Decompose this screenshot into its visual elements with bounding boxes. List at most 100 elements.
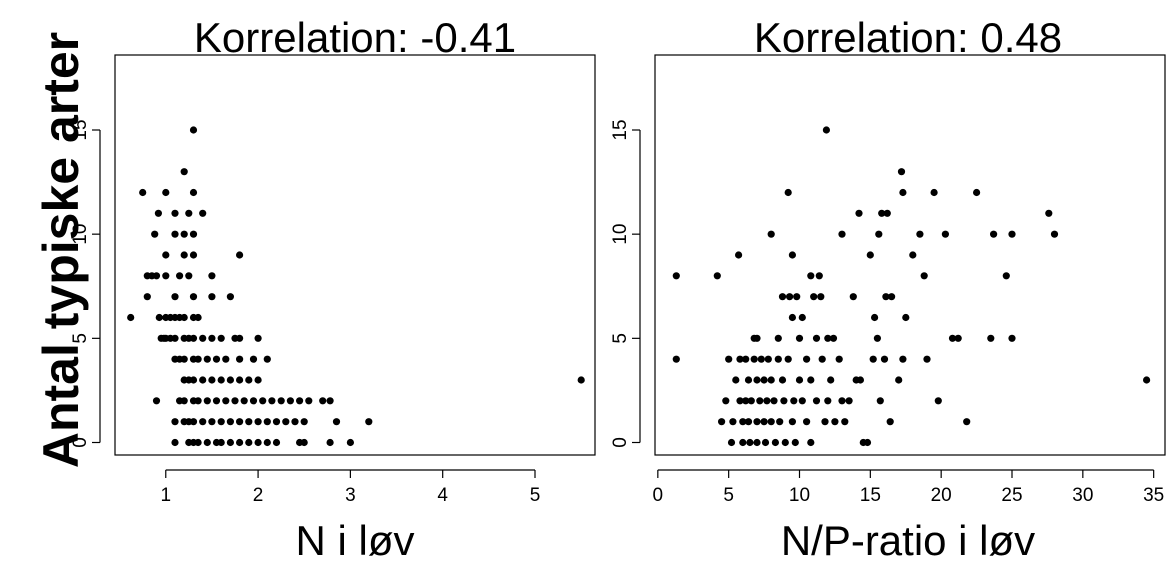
right-data-point	[764, 355, 772, 363]
right-data-point	[930, 188, 938, 197]
right-y-tick-label: 15	[610, 119, 631, 140]
right-data-point	[876, 397, 884, 405]
right-data-point	[798, 397, 806, 405]
right-data-point	[718, 418, 726, 426]
left-data-point	[236, 251, 244, 259]
right-data-point	[856, 376, 865, 384]
right-data-point	[753, 418, 761, 426]
left-data-point	[189, 293, 198, 301]
left-data-point	[254, 376, 262, 384]
left-data-point	[254, 334, 262, 342]
left-data-point	[346, 438, 354, 447]
left-data-point	[240, 397, 248, 405]
right-data-point	[835, 355, 843, 363]
left-data-point	[171, 293, 179, 301]
right-data-point	[963, 418, 971, 426]
right-data-point	[672, 272, 680, 280]
left-data-point	[180, 313, 188, 322]
right-data-point	[923, 355, 931, 363]
right-data-point	[672, 355, 680, 363]
left-data-point	[180, 397, 188, 405]
right-data-point	[750, 355, 758, 363]
right-data-point	[909, 251, 917, 259]
left-data-point	[332, 418, 341, 426]
right-data-point	[897, 168, 906, 176]
left-data-point	[259, 397, 267, 405]
right-data-point	[818, 355, 826, 363]
right-data-point	[849, 293, 857, 301]
left-data-point	[189, 376, 198, 384]
right-y-tick-label: 10	[610, 224, 631, 245]
right-x-tick-label: 30	[1072, 485, 1093, 506]
left-data-point	[189, 188, 198, 197]
left-data-point	[296, 397, 304, 405]
right-data-point	[815, 272, 823, 280]
left-data-point	[263, 418, 271, 426]
right-data-point	[829, 334, 838, 342]
right-y-tick-label: 0	[610, 437, 631, 448]
left-data-point	[203, 438, 211, 447]
right-x-tick-label: 35	[1143, 485, 1164, 506]
left-data-point	[189, 334, 198, 342]
right-data-point	[916, 230, 924, 238]
right-data-point	[732, 376, 740, 384]
left-data-point	[300, 438, 308, 447]
right-data-point	[810, 293, 818, 301]
left-data-point	[249, 355, 258, 363]
right-data-point	[747, 397, 755, 405]
right-x-tick-label: 5	[723, 485, 734, 506]
left-data-point	[194, 355, 202, 363]
right-data-point	[781, 438, 789, 447]
right-data-point	[855, 209, 863, 217]
right-data-point	[778, 376, 787, 384]
left-x-axis-label: N i løv	[296, 517, 415, 564]
right-data-point	[895, 376, 903, 384]
right-x-tick-label: 25	[1001, 485, 1022, 506]
left-data-point	[208, 272, 216, 280]
right-data-point	[746, 438, 754, 447]
left-data-point	[194, 397, 202, 405]
right-data-point	[882, 293, 890, 301]
right-x-tick-label: 15	[860, 485, 881, 506]
right-data-point	[973, 188, 981, 197]
left-data-point	[212, 355, 221, 363]
left-data-point	[212, 397, 221, 405]
right-data-point	[902, 313, 910, 322]
right-data-point	[776, 418, 784, 426]
right-data-point	[822, 126, 831, 134]
left-y-tick-label: 10	[70, 224, 91, 245]
right-data-point	[866, 251, 874, 259]
left-data-point	[263, 438, 271, 447]
right-data-point	[869, 355, 877, 363]
right-x-tick-label: 10	[789, 485, 810, 506]
left-data-point	[226, 418, 234, 426]
left-data-point	[189, 251, 198, 259]
right-data-point	[880, 355, 889, 363]
left-data-point	[199, 418, 207, 426]
left-data-point	[286, 397, 294, 405]
right-data-point	[742, 397, 750, 405]
left-data-point	[151, 230, 159, 238]
right-data-point	[788, 251, 797, 259]
right-x-tick-label: 20	[931, 485, 952, 506]
left-data-point	[272, 438, 281, 447]
left-data-point	[254, 438, 262, 447]
right-plot-area	[654, 54, 1166, 456]
right-data-point	[798, 313, 806, 322]
right-data-point	[790, 397, 798, 405]
left-data-point	[162, 251, 170, 259]
left-data-point	[180, 355, 188, 363]
right-data-point	[1008, 230, 1016, 238]
left-data-point	[194, 438, 202, 447]
right-data-point	[821, 418, 829, 426]
right-data-point	[739, 418, 747, 426]
left-data-point	[203, 397, 211, 405]
right-data-point	[770, 397, 778, 405]
right-data-point	[793, 293, 801, 301]
left-data-point	[226, 438, 234, 447]
left-data-point	[277, 397, 285, 405]
right-data-point	[987, 334, 995, 342]
right-data-point	[744, 418, 753, 426]
left-data-point	[171, 230, 179, 238]
left-data-point	[199, 376, 207, 384]
